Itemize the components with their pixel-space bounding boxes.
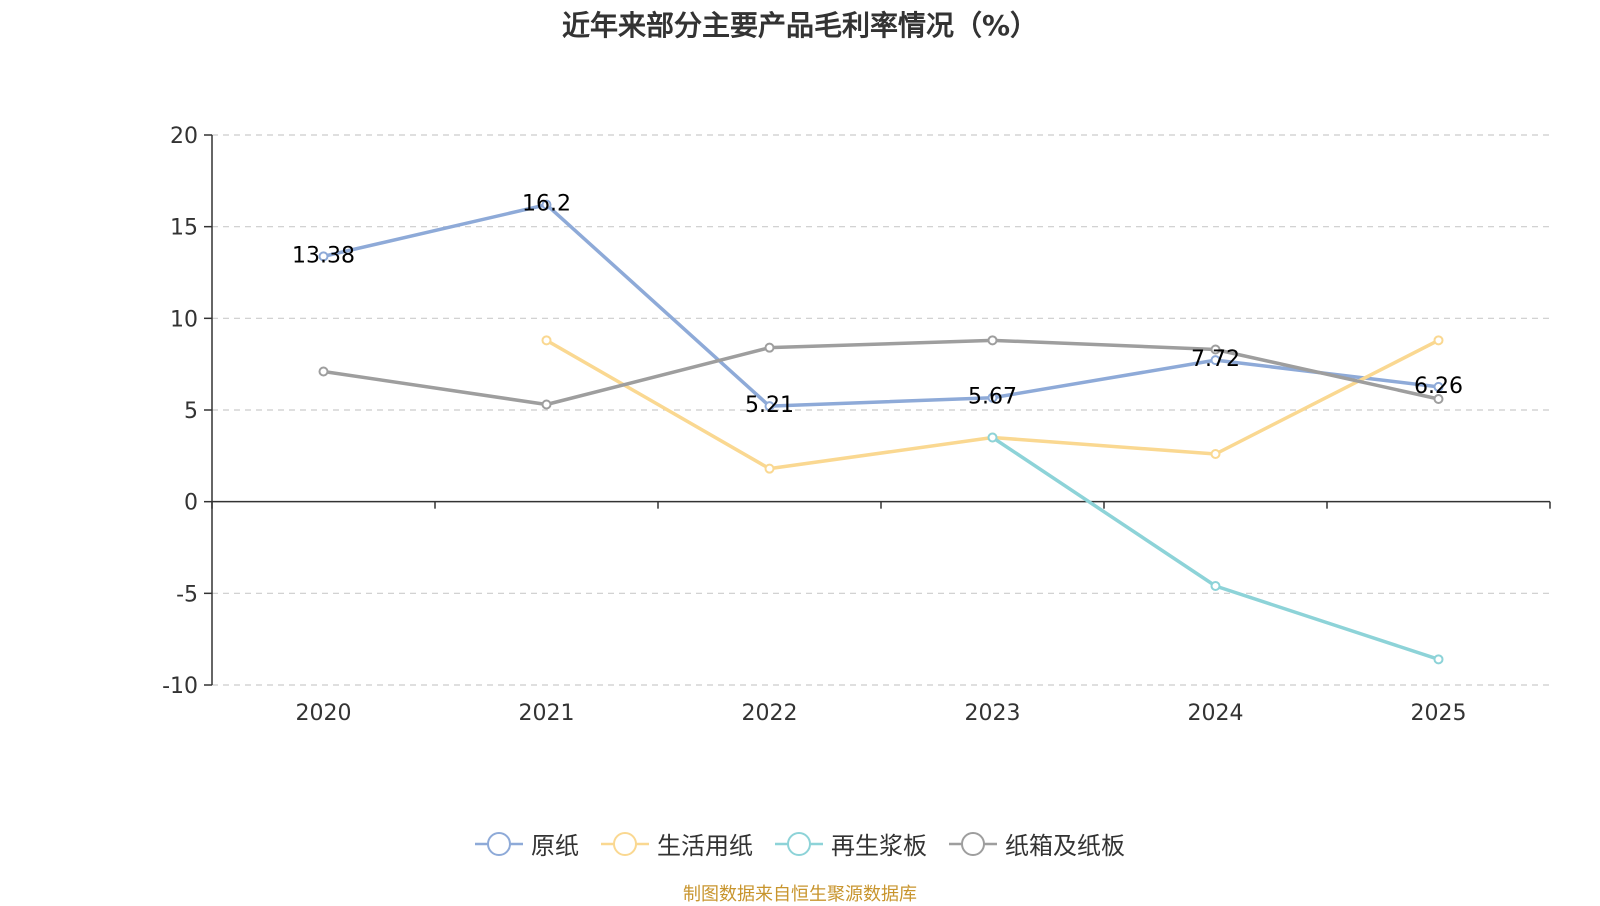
x-tick-label: 2022 bbox=[742, 701, 798, 726]
grid-layer bbox=[212, 134, 1550, 686]
data-point bbox=[1210, 344, 1221, 355]
data-label: 13.38 bbox=[292, 243, 355, 268]
data-point bbox=[318, 251, 329, 262]
data-label-layer: 13.38 16.2 5.21 5.67 7.72 6.26 bbox=[292, 192, 1463, 418]
legend-item[interactable]: 原纸 bbox=[475, 826, 579, 861]
x-tick-label: 2021 bbox=[519, 701, 575, 726]
legend-label: 生活用纸 bbox=[657, 832, 753, 860]
series-line-2 bbox=[991, 436, 1440, 661]
legend: 原纸 生活用纸 再生浆板 纸箱及纸板 bbox=[0, 826, 1600, 861]
legend-marker-icon bbox=[601, 831, 649, 856]
data-point bbox=[987, 392, 998, 403]
legend-label: 再生浆板 bbox=[831, 832, 927, 860]
legend-item[interactable]: 纸箱及纸板 bbox=[949, 826, 1125, 861]
y-tick-label: 15 bbox=[170, 216, 198, 241]
legend-marker-icon bbox=[475, 831, 523, 856]
y-tick-label: -5 bbox=[176, 582, 198, 607]
y-tick-label: -10 bbox=[162, 674, 198, 699]
legend-item[interactable]: 生活用纸 bbox=[601, 826, 753, 861]
data-point bbox=[318, 366, 329, 377]
legend-label: 纸箱及纸板 bbox=[1005, 832, 1125, 860]
data-point bbox=[764, 401, 775, 412]
y-tick-label: 20 bbox=[170, 124, 198, 149]
data-point bbox=[541, 399, 552, 410]
y-tick-label: 10 bbox=[170, 307, 198, 332]
data-point bbox=[764, 342, 775, 353]
chart-title: 近年来部分主要产品毛利率情况（%） bbox=[561, 9, 1039, 42]
series-layer bbox=[318, 199, 1444, 665]
data-point bbox=[987, 335, 998, 346]
data-label: 5.21 bbox=[745, 393, 794, 418]
data-point bbox=[987, 432, 998, 443]
y-tick-label: 0 bbox=[184, 491, 198, 516]
legend-item[interactable]: 再生浆板 bbox=[775, 826, 927, 861]
legend-label: 原纸 bbox=[531, 832, 579, 860]
legend-marker-icon bbox=[949, 831, 997, 856]
source-note: 制图数据来自恒生聚源数据库 bbox=[683, 884, 917, 905]
data-point bbox=[1433, 381, 1444, 392]
data-point bbox=[541, 335, 552, 346]
data-label: 7.72 bbox=[1191, 347, 1240, 372]
y-tick-label: 5 bbox=[184, 399, 198, 424]
axis-layer: 20 15 10 5 0 -5 -10 2020 2021 2022 2023 2024 2025 bbox=[162, 124, 1551, 726]
data-point bbox=[1210, 581, 1221, 591]
data-point bbox=[541, 199, 552, 210]
x-tick-label: 2023 bbox=[965, 701, 1021, 726]
data-point bbox=[1433, 335, 1444, 346]
data-point bbox=[1433, 394, 1444, 404]
series-line-3 bbox=[323, 338, 1439, 407]
data-label: 5.67 bbox=[968, 385, 1017, 410]
x-tick-label: 2020 bbox=[296, 701, 352, 726]
data-point bbox=[1210, 449, 1221, 459]
legend-marker-icon bbox=[775, 831, 823, 856]
x-tick-label: 2025 bbox=[1411, 701, 1467, 726]
data-point bbox=[1433, 654, 1444, 665]
data-point bbox=[1210, 355, 1221, 366]
data-label: 16.2 bbox=[522, 192, 571, 217]
series-line-0 bbox=[323, 202, 1439, 408]
x-tick-label: 2024 bbox=[1188, 701, 1244, 726]
data-point bbox=[764, 463, 775, 474]
data-label: 6.26 bbox=[1414, 374, 1463, 399]
